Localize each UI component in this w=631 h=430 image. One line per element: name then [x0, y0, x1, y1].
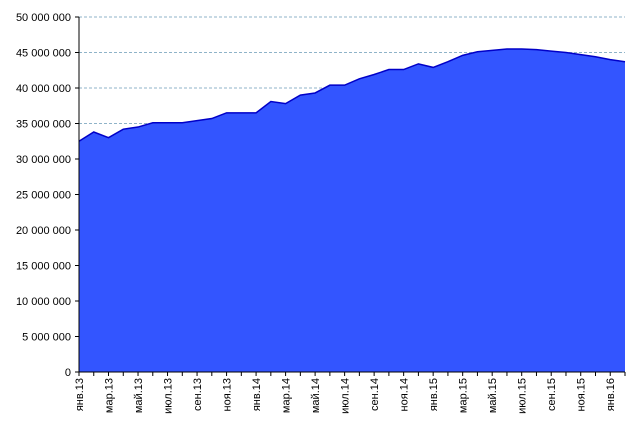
x-tick-label: янв.15	[428, 378, 440, 411]
y-tick-label: 25 000 000	[16, 190, 71, 202]
x-tick-label: ноя.13	[222, 378, 234, 411]
y-tick-label: 10 000 000	[16, 296, 71, 308]
x-tick-label: ноя.14	[399, 378, 411, 411]
x-tick-label: май.15	[487, 378, 499, 413]
x-tick-label: июл.13	[163, 378, 175, 414]
x-tick-label: май.13	[133, 378, 145, 413]
y-tick-label: 35 000 000	[16, 119, 71, 131]
x-axis-tick-labels: янв.13 мар.13 май.13 июл.13 сен.13 ноя.13 янв.…	[74, 378, 617, 414]
x-tick-label: сен.14	[369, 378, 381, 411]
x-tick-label: мар.15	[458, 378, 470, 413]
x-tick-label: мар.13	[104, 378, 116, 413]
y-tick-label: 40 000 000	[16, 83, 71, 95]
x-tick-label: сен.15	[546, 378, 558, 411]
x-tick-label: май.14	[310, 378, 322, 413]
x-tick-label: мар.14	[281, 378, 293, 413]
y-tick-label: 0	[65, 367, 71, 379]
x-tick-label: июл.15	[517, 378, 529, 414]
x-tick-label: ноя.15	[576, 378, 588, 411]
data-area	[78, 48, 626, 372]
y-tick-label: 15 000 000	[16, 261, 71, 273]
y-tick-label: 30 000 000	[16, 154, 71, 166]
y-axis-tick-labels: 0 5 000 000 10 000 000 15 000 000 20 000 000…	[16, 12, 71, 379]
x-tick-label: янв.14	[251, 378, 263, 411]
y-tick-label: 5 000 000	[22, 332, 71, 344]
x-tick-label: июл.14	[340, 378, 352, 414]
x-tick-label: сен.13	[192, 378, 204, 411]
y-tick-label: 45 000 000	[16, 48, 71, 60]
x-tick-label: янв.13	[74, 378, 86, 411]
axes	[75, 16, 626, 376]
y-tick-label: 20 000 000	[16, 225, 71, 237]
y-tick-label: 50 000 000	[16, 12, 71, 24]
series-area	[79, 48, 625, 372]
x-tick-label: янв.16	[605, 378, 617, 411]
series-line	[78, 48, 626, 142]
